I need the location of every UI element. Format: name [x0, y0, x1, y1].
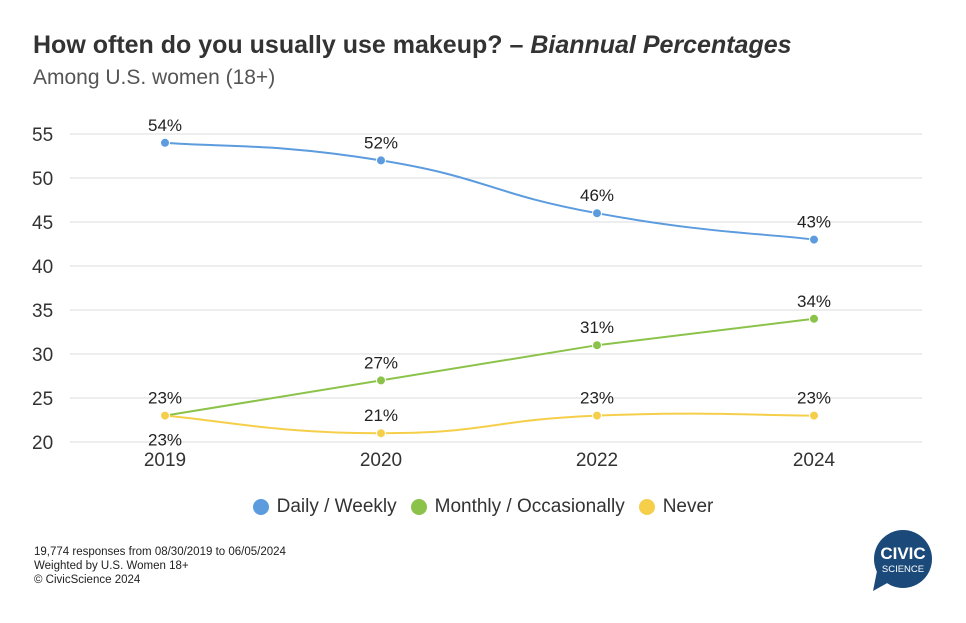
y-tick-label: 55 — [32, 125, 53, 146]
legend-swatch — [638, 499, 655, 515]
x-axis: 2019 2020 2022 2024 — [144, 450, 836, 471]
series-line-daily-weekly — [164, 141, 815, 241]
civicscience-logo: CIVIC SCIENCE — [873, 530, 932, 591]
data-label: 23% — [580, 389, 614, 408]
x-tick-label: 2020 — [360, 450, 402, 471]
chart-title-main: How often do you usually use makeup? – — [33, 31, 524, 59]
y-tick-label: 45 — [32, 213, 53, 234]
footer-responses: 19,774 responses from 08/30/2019 to 06/0… — [34, 546, 286, 558]
data-label: 46% — [580, 186, 614, 205]
data-label: 23% — [148, 389, 182, 408]
chart-title-emphasis: Biannual Percentages — [530, 31, 792, 59]
data-label: 21% — [364, 406, 398, 425]
y-tick-label: 25 — [32, 389, 53, 410]
data-point — [160, 410, 170, 421]
footer-notes: 19,774 responses from 08/30/2019 to 06/0… — [34, 545, 286, 587]
data-labels: 54% 52% 46% 43% 23% 27% 31% 34% 23% 21% 23% 23% — [148, 116, 831, 450]
data-point — [592, 208, 602, 219]
data-point — [809, 234, 819, 245]
data-point — [809, 313, 819, 324]
legend-label: Daily / Weekly — [276, 496, 397, 517]
data-label: 54% — [148, 116, 182, 135]
x-tick-label: 2022 — [576, 450, 618, 471]
legend-label: Monthly / Occasionally — [434, 496, 625, 517]
data-point — [376, 428, 386, 439]
legend-swatch — [252, 499, 269, 515]
data-point — [376, 155, 386, 166]
y-tick-label: 35 — [32, 301, 53, 322]
y-axis: 20 25 30 35 40 45 50 55 — [32, 125, 53, 454]
footer-weighting: Weighted by U.S. Women 18+ — [34, 560, 189, 572]
legend: Daily / Weekly Monthly / Occasionally Ne… — [0, 496, 966, 518]
y-tick-label: 20 — [32, 433, 53, 454]
legend-label: Never — [662, 496, 714, 517]
chart-subtitle: Among U.S. women (18+) — [33, 66, 276, 89]
data-point — [809, 410, 819, 421]
x-tick-label: 2019 — [144, 450, 186, 471]
series-line-monthly-occasionally — [164, 317, 815, 417]
data-point — [592, 340, 602, 351]
y-tick-label: 40 — [32, 257, 53, 278]
footer-copyright: © CivicScience 2024 — [34, 574, 141, 586]
y-tick-label: 50 — [32, 169, 53, 190]
logo-text-civic: CIVIC — [880, 544, 925, 563]
logo-circle — [874, 530, 932, 588]
series-group — [160, 137, 819, 439]
data-point — [592, 410, 602, 421]
data-label: 34% — [797, 292, 831, 311]
grid-lines — [70, 133, 922, 443]
series-line-never — [164, 412, 815, 435]
data-point — [376, 375, 386, 386]
data-label: 27% — [364, 353, 398, 372]
legend-item-never: Never — [638, 496, 714, 518]
chart-title: How often do you usually use makeup? – B… — [33, 31, 792, 60]
legend-swatch — [410, 499, 427, 515]
data-label: 23% — [148, 431, 182, 450]
data-label: 43% — [797, 213, 831, 232]
x-tick-label: 2024 — [793, 450, 836, 471]
logo-tail — [873, 571, 891, 591]
data-label: 31% — [580, 318, 614, 337]
y-tick-label: 30 — [32, 345, 53, 366]
logo-text-science: SCIENCE — [882, 564, 924, 575]
legend-item-monthly-occasionally: Monthly / Occasionally — [410, 496, 625, 518]
legend-item-daily-weekly: Daily / Weekly — [252, 496, 397, 518]
data-label: 23% — [797, 389, 831, 408]
data-point — [160, 137, 170, 148]
data-label: 52% — [364, 133, 398, 152]
